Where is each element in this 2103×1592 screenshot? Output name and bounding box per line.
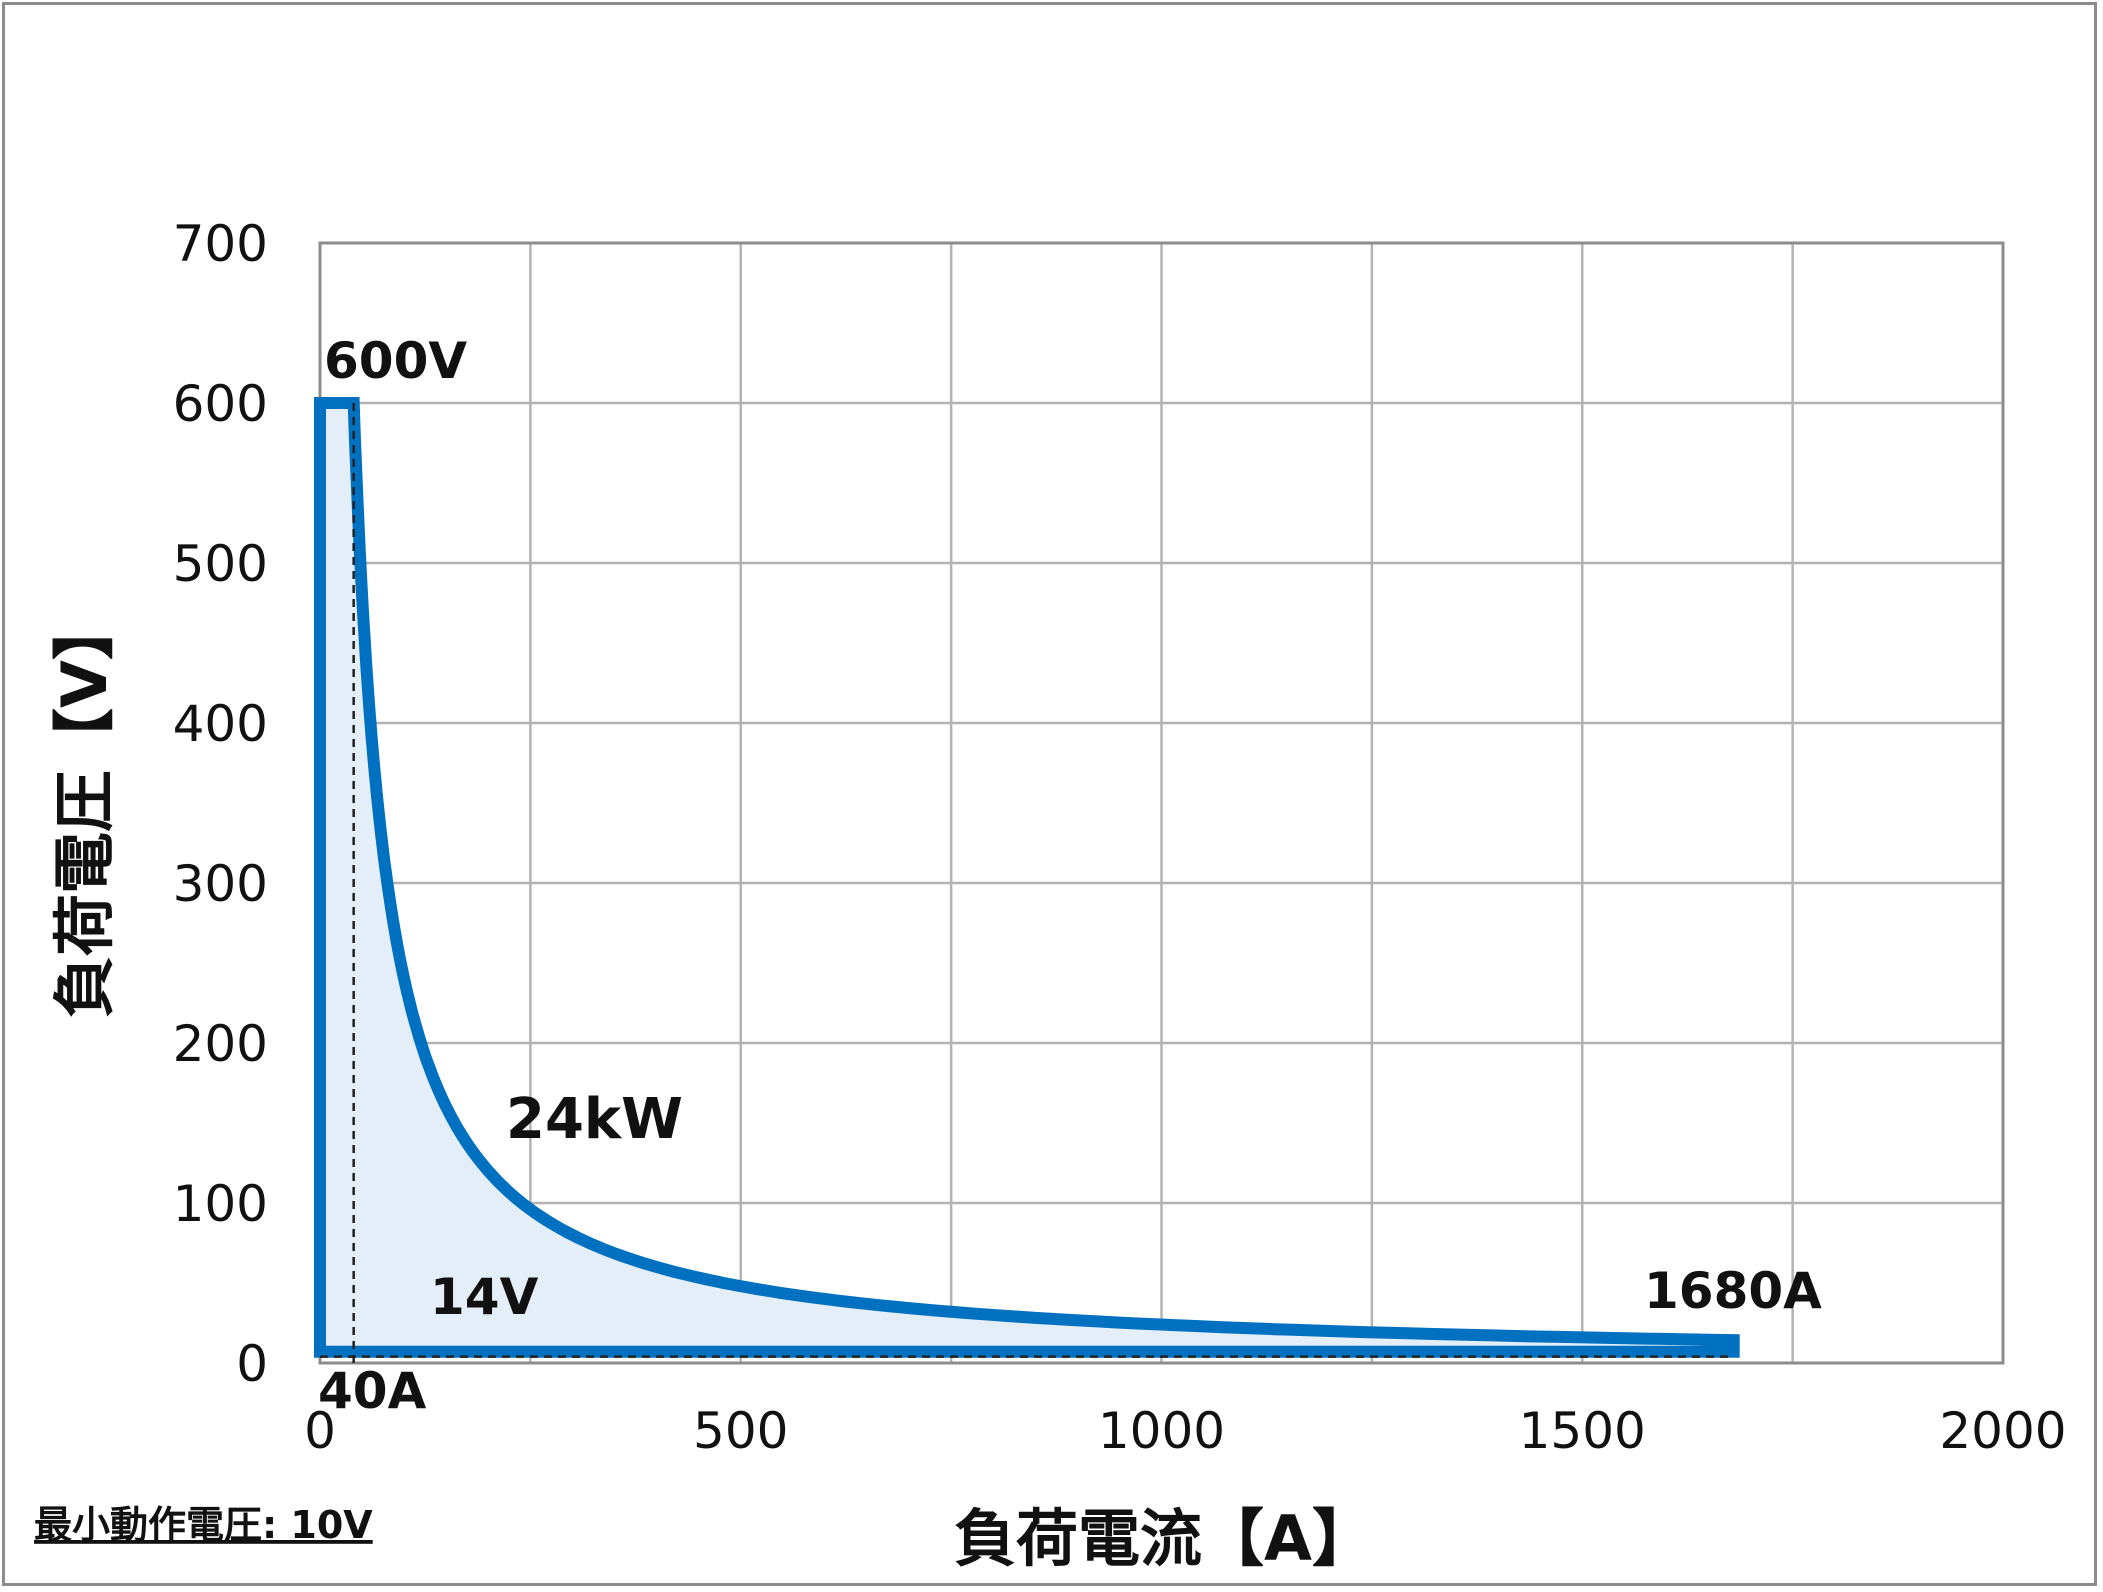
grid — [318, 241, 2005, 1365]
y-tick-label: 300 — [173, 855, 268, 913]
y-tick-label: 700 — [173, 215, 268, 273]
y-tick-label: 200 — [173, 1015, 268, 1073]
y-tick-label: 100 — [173, 1175, 268, 1233]
region-fill — [320, 403, 1734, 1352]
x-tick-label: 0 — [304, 1402, 336, 1460]
x-axis-title: 負荷電流【A】 — [954, 1502, 1374, 1575]
y-tick-label: 0 — [236, 1335, 268, 1393]
x-tick-label: 1000 — [1098, 1402, 1225, 1460]
x-tick-labels: 0 500 1000 1500 2000 — [304, 1402, 2067, 1460]
operating-region — [314, 397, 1740, 1358]
x-tick-label: 1500 — [1519, 1402, 1646, 1460]
reference-lines — [320, 403, 1734, 1363]
annotation-min-current: 40A — [318, 1362, 427, 1420]
y-tick-label: 400 — [173, 695, 268, 753]
annotation-max-current: 1680A — [1644, 1262, 1822, 1320]
y-tick-label: 600 — [173, 375, 268, 433]
annotation-max-voltage: 600V — [324, 332, 467, 390]
x-tick-label: 500 — [693, 1402, 788, 1460]
min-voltage-note: 最小動作電圧: 10V — [34, 1503, 373, 1547]
region-boundary-line — [314, 397, 1740, 1358]
annotation-low-voltage: 14V — [430, 1268, 539, 1326]
y-tick-labels: 0 100 200 300 400 500 600 700 — [173, 215, 268, 1393]
y-tick-label: 500 — [173, 535, 268, 593]
annotation-power: 24kW — [506, 1087, 683, 1152]
y-axis-title: 負荷電圧【V】 — [48, 598, 121, 1018]
x-tick-label: 2000 — [1939, 1402, 2066, 1460]
